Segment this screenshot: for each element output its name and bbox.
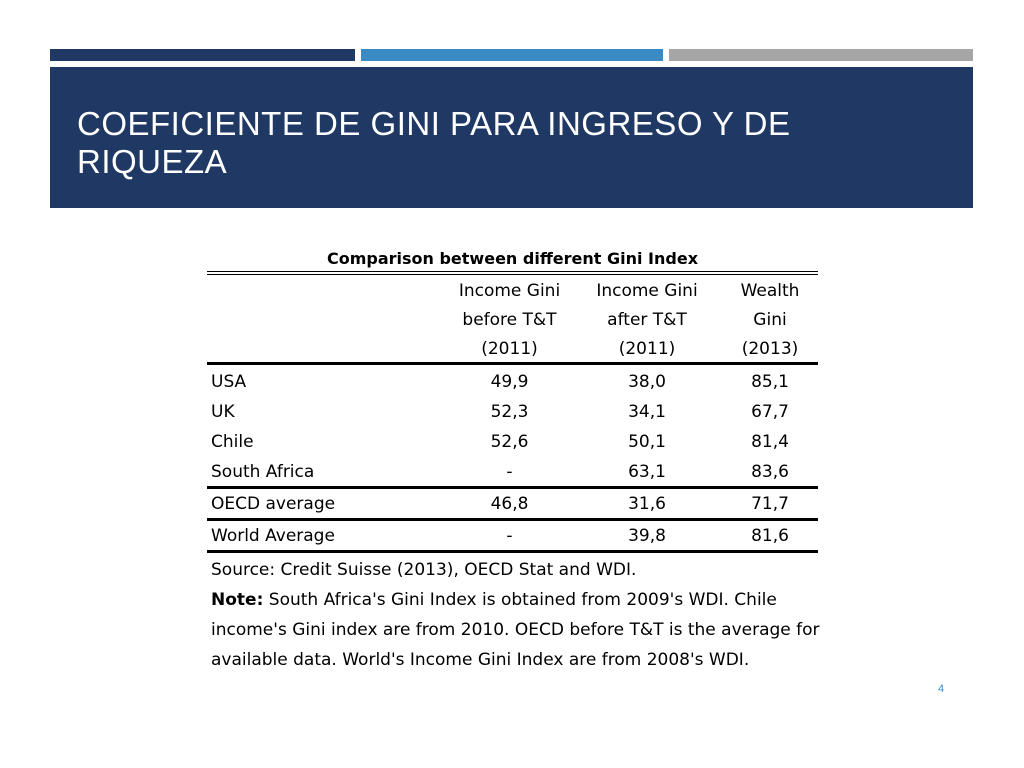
row-income-before: - [506,526,513,546]
header-income-after: Income Gini after T&T (2011) [596,281,698,359]
row-country: Chile [211,432,254,452]
accent-bar-blue [361,49,663,61]
row-wealth: 83,6 [751,462,789,482]
row-wealth: 81,4 [751,432,789,452]
row-income-after: 34,1 [628,402,666,422]
table-row: South Africa - 63,1 83,6 [207,457,818,489]
table-row: Chile 52,6 50,1 81,4 [207,427,818,457]
accent-bar-dark [50,49,355,61]
header-blank [207,275,447,362]
note-label: Note: [211,590,264,610]
header-income-before: Income Gini before T&T (2011) [458,281,561,359]
row-income-after: 31,6 [628,494,666,514]
row-income-before: - [506,462,513,482]
row-income-before: 49,9 [490,372,529,392]
double-rule [207,271,818,275]
slide-title: COEFICIENTE DE GINI PARA INGRESO Y DE RI… [77,105,791,180]
note-text: South Africa's Gini Index is obtained fr… [211,590,820,670]
row-income-after: 50,1 [628,432,666,452]
source-text: Source: Credit Suisse (2013), OECD Stat … [211,560,637,580]
row-income-before: 52,6 [490,432,529,452]
table-row: USA 49,9 38,0 85,1 [207,367,818,397]
row-income-after: 39,8 [628,526,666,546]
row-wealth: 71,7 [751,494,789,514]
table-notes: Source: Credit Suisse (2013), OECD Stat … [207,555,821,675]
note-paragraph: Note: South Africa's Gini Index is obtai… [211,585,821,675]
row-wealth: 85,1 [751,372,789,392]
row-income-after: 63,1 [628,462,666,482]
table-row: UK 52,3 34,1 67,7 [207,397,818,427]
accent-bar-gray [669,49,973,61]
row-income-before: 52,3 [490,402,529,422]
page-number: 4 [938,683,945,695]
row-country: OECD average [211,494,336,514]
gini-table: Comparison between different Gini Index … [207,246,821,675]
table-header-row: Income Gini before T&T (2011) Income Gin… [207,275,818,365]
row-income-before: 46,8 [490,494,529,514]
row-country: World Average [211,526,335,546]
row-wealth: 81,6 [751,526,789,546]
header-wealth: Wealth Gini (2013) [740,281,800,359]
table-caption: Comparison between different Gini Index [326,249,699,268]
row-country: UK [211,402,235,422]
row-country: South Africa [211,462,315,482]
title-band: COEFICIENTE DE GINI PARA INGRESO Y DE RI… [50,67,973,208]
row-wealth: 67,7 [751,402,789,422]
table-row: World Average - 39,8 81,6 [207,521,818,553]
table-row: OECD average 46,8 31,6 71,7 [207,489,818,521]
row-income-after: 38,0 [628,372,666,392]
row-country: USA [211,372,247,392]
